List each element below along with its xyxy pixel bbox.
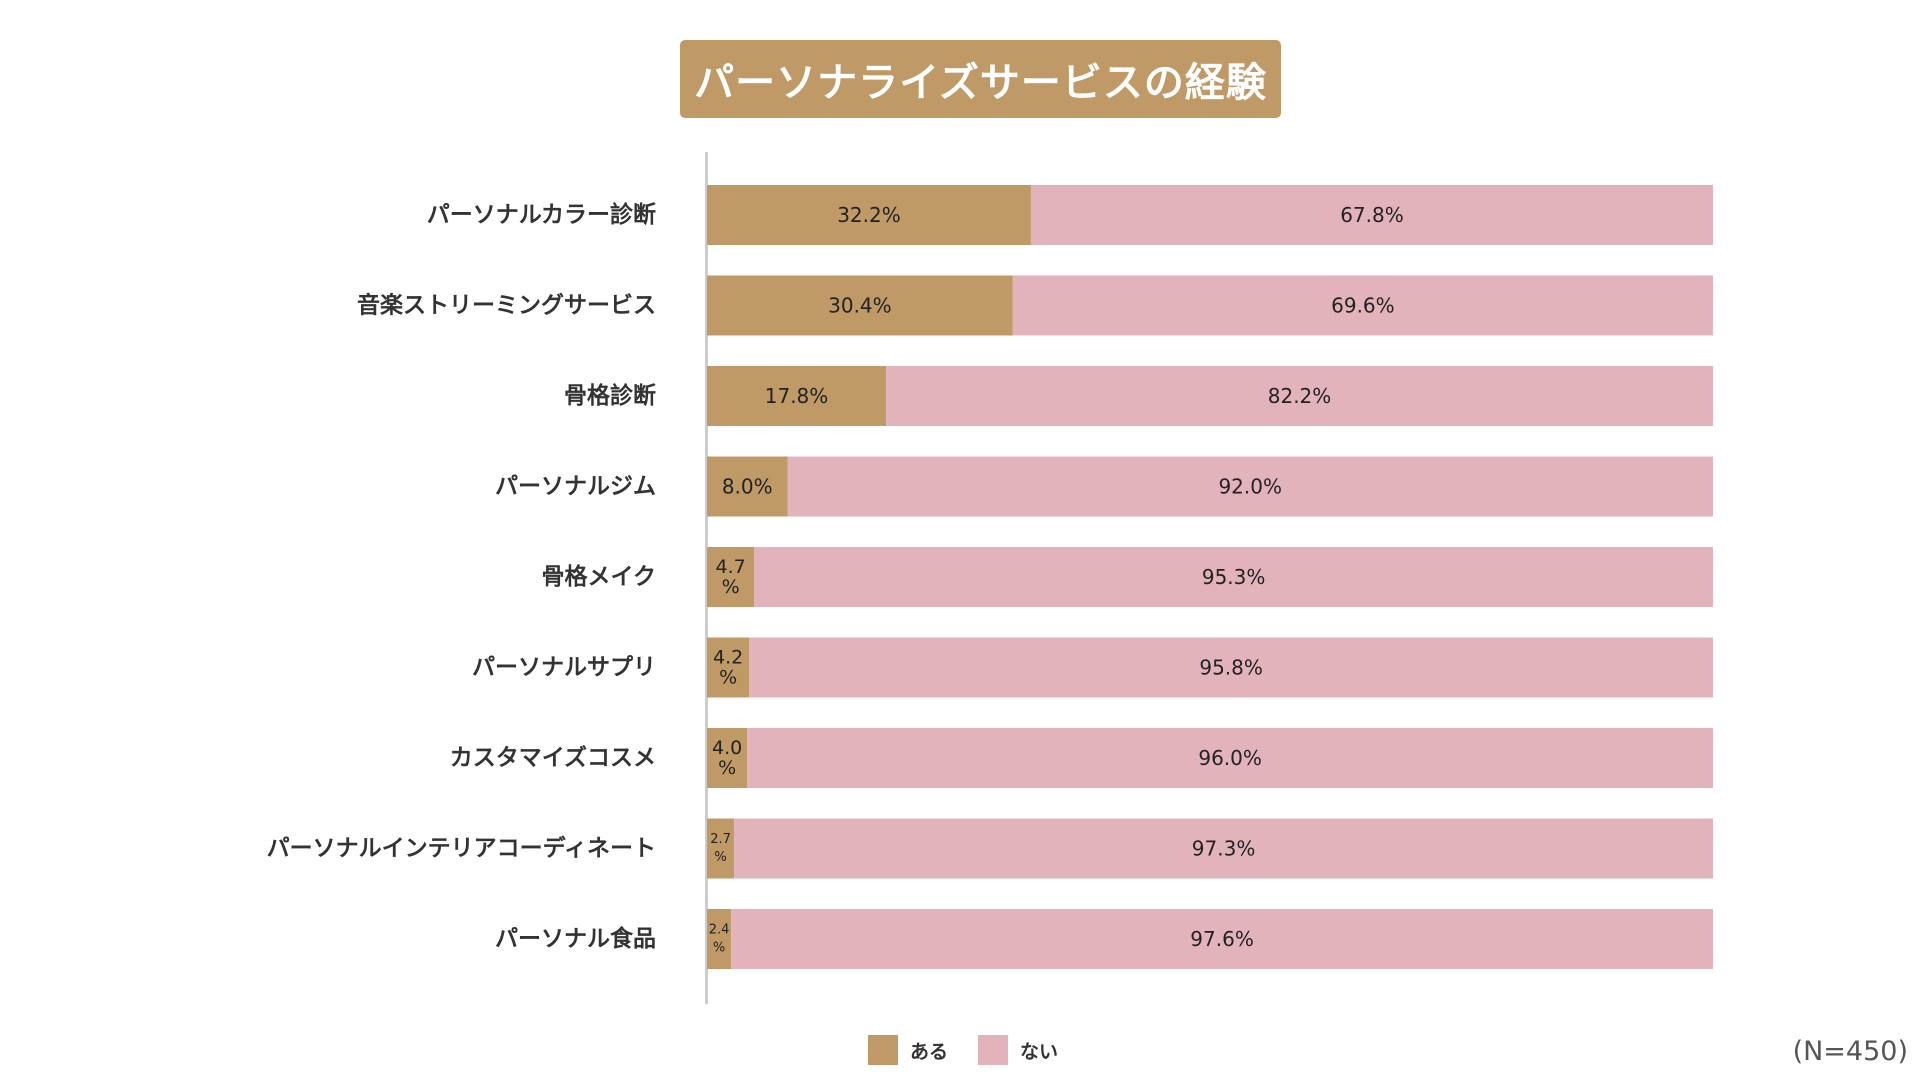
data-label-yes-unit: % xyxy=(713,941,725,956)
chart-title-box: パーソナライズサービスの経験 xyxy=(680,40,1281,118)
data-label-no: 92.0% xyxy=(1218,475,1282,499)
data-label-no: 97.6% xyxy=(1190,927,1254,951)
legend-item-yes: ある xyxy=(868,1035,948,1065)
category-label: 骨格メイク xyxy=(541,563,656,590)
data-label-yes: 30.4% xyxy=(828,294,892,318)
data-label-no: 96.0% xyxy=(1198,746,1262,770)
category-label: 音楽ストリーミングサービス xyxy=(357,292,656,319)
legend: ある ない xyxy=(868,1035,1088,1065)
legend-swatch-no xyxy=(978,1035,1009,1065)
data-label-yes: 4.2 xyxy=(713,647,743,669)
bar-segment-no xyxy=(749,637,1713,698)
data-label-yes: 4.7 xyxy=(716,556,746,578)
legend-label-yes: ある xyxy=(910,1040,949,1063)
data-label-yes: 2.4 xyxy=(709,923,730,938)
data-label-no: 67.8% xyxy=(1340,203,1404,227)
category-label: パーソナルインテリアコーディネート xyxy=(267,835,656,862)
category-label: パーソナルカラー診断 xyxy=(427,201,656,228)
bar-segment-no xyxy=(1012,275,1713,336)
data-label-no: 82.2% xyxy=(1268,384,1332,408)
chart-title: パーソナライズサービスの経験 xyxy=(694,60,1267,106)
data-label-no: 95.3% xyxy=(1202,565,1266,589)
bar-segment-no xyxy=(886,366,1713,426)
data-label-no: 95.8% xyxy=(1199,656,1263,680)
data-label-yes: 8.0% xyxy=(722,475,773,499)
bar-segment-no xyxy=(754,547,1713,607)
bar-segment-no xyxy=(1030,185,1713,245)
data-label-yes-unit: % xyxy=(722,576,740,598)
bar-segment-yes xyxy=(707,547,755,607)
bar-segment-no xyxy=(787,456,1713,517)
bar-segment-no xyxy=(747,728,1713,788)
bar-segment-yes xyxy=(707,637,750,698)
data-label-yes-unit: % xyxy=(714,850,726,865)
legend-label-no: ない xyxy=(1020,1040,1059,1063)
sample-size-note: (N=450) xyxy=(1792,1036,1908,1067)
legend-swatch-yes xyxy=(868,1035,898,1065)
data-label-yes-unit: % xyxy=(718,757,736,779)
category-label: パーソナルジム xyxy=(495,474,656,500)
bar-segment-yes xyxy=(707,456,788,517)
category-label: パーソナル食品 xyxy=(495,925,656,952)
bar-segment-no xyxy=(734,818,1713,879)
category-label: パーソナルサプリ xyxy=(472,655,656,681)
bar-segment-yes xyxy=(707,185,1031,245)
data-label-no: 69.6% xyxy=(1331,294,1395,318)
bar-segment-yes xyxy=(707,818,735,879)
category-label: カスタマイズコスメ xyxy=(450,744,656,771)
y-axis-line xyxy=(705,152,708,1004)
bar-segment-yes xyxy=(707,909,732,969)
data-label-yes: 17.8% xyxy=(765,384,829,408)
data-label-yes: 32.2% xyxy=(837,203,901,227)
bar-segment-yes xyxy=(707,366,887,426)
legend-item-no: ない xyxy=(978,1035,1058,1065)
data-label-yes-unit: % xyxy=(719,667,737,689)
data-label-no: 97.3% xyxy=(1192,837,1256,861)
data-label-yes: 4.0 xyxy=(712,737,742,759)
data-label-yes: 2.7 xyxy=(710,832,731,847)
category-label: 骨格診断 xyxy=(564,382,656,409)
bar-segment-no xyxy=(731,909,1713,969)
bar-segment-yes xyxy=(707,728,748,788)
bar-segment-yes xyxy=(707,275,1013,336)
